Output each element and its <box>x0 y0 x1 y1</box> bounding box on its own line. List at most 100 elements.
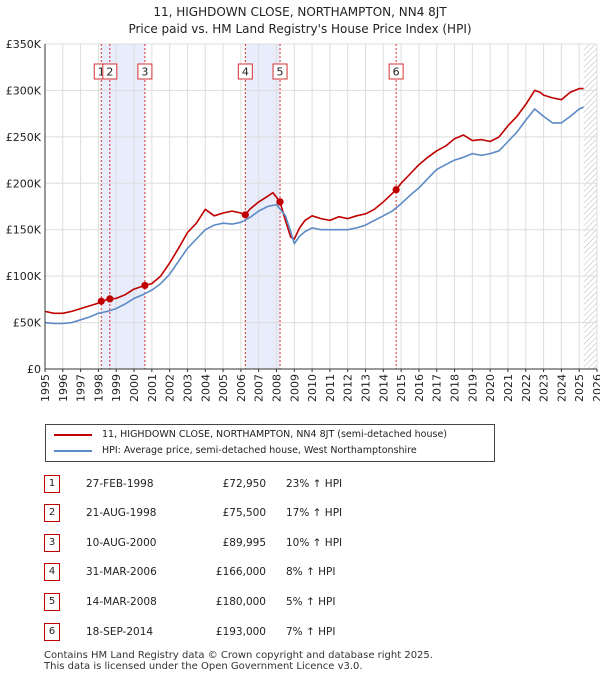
table-row: 1 27-FEB-1998 £72,950 23% ↑ HPI <box>0 475 600 493</box>
table-row: 5 14-MAR-2008 £180,000 5% ↑ HPI <box>0 593 600 611</box>
sale-label-box <box>137 63 153 80</box>
property-line <box>44 87 584 315</box>
x-tick-label: 2000 <box>128 374 141 402</box>
sale-point <box>106 295 114 303</box>
sale-date: 18-SEP-2014 <box>86 626 154 638</box>
legend-label-property: 11, HIGHDOWN CLOSE, NORTHAMPTON, NN4 8JT… <box>102 429 448 440</box>
x-tick-label: 1998 <box>92 374 105 402</box>
x-tick-label: 2009 <box>288 374 301 402</box>
sale-label: 4 <box>242 66 249 79</box>
sale-marker-badge: 6 <box>44 623 60 641</box>
sale-price: £193,000 <box>215 626 266 638</box>
legend-line-hpi <box>54 450 92 452</box>
chart-title: 11, HIGHDOWN CLOSE, NORTHAMPTON, NN4 8JT… <box>0 4 600 38</box>
x-tick-label: 2014 <box>377 374 390 402</box>
footer-copyright: Contains HM Land Registry data © Crown c… <box>44 650 433 661</box>
shaded-period <box>101 44 145 369</box>
x-tick-label: 2012 <box>342 374 355 402</box>
sale-price: £166,000 <box>215 566 266 578</box>
sale-date: 10-AUG-2000 <box>86 537 157 549</box>
y-tick-label: £250K <box>6 131 42 144</box>
footer: Contains HM Land Registry data © Crown c… <box>44 650 433 672</box>
x-tick-label: 2016 <box>413 374 426 402</box>
x-tick-label: 1999 <box>110 374 123 402</box>
x-tick-label: 2020 <box>484 374 497 402</box>
sale-label-box <box>388 63 404 80</box>
sale-date: 14-MAR-2008 <box>86 596 157 608</box>
x-tick-label: 2024 <box>555 374 568 402</box>
sale-label: 2 <box>106 66 113 79</box>
x-tick-label: 2025 <box>573 374 586 402</box>
sale-price: £72,950 <box>222 478 266 490</box>
y-tick-label: £150K <box>6 224 42 237</box>
sale-label: 1 <box>98 66 105 79</box>
forecast-hatch <box>583 44 597 369</box>
sale-hpi-diff: 17% ↑ HPI <box>286 507 343 519</box>
sale-point <box>392 186 400 194</box>
x-tick-label: 2011 <box>324 374 337 402</box>
sale-point <box>241 211 249 219</box>
legend-label-hpi: HPI: Average price, semi-detached house,… <box>102 445 417 456</box>
x-tick-label: 2019 <box>466 374 479 402</box>
sale-price: £180,000 <box>215 596 266 608</box>
x-tick-label: 2015 <box>395 374 408 402</box>
x-tick-label: 2003 <box>181 374 194 402</box>
x-tick-label: 1995 <box>39 374 52 402</box>
table-row: 2 21-AUG-1998 £75,500 17% ↑ HPI <box>0 504 600 522</box>
sale-marker-badge: 2 <box>44 504 60 522</box>
legend: 11, HIGHDOWN CLOSE, NORTHAMPTON, NN4 8JT… <box>45 424 495 462</box>
sale-point <box>97 297 105 305</box>
sale-date: 21-AUG-1998 <box>86 507 157 519</box>
x-tick-label: 2010 <box>306 374 319 402</box>
sale-hpi-diff: 8% ↑ HPI <box>286 566 336 578</box>
x-tick-label: 2007 <box>253 374 266 402</box>
sale-date: 31-MAR-2006 <box>86 566 157 578</box>
x-tick-label: 2017 <box>431 374 444 402</box>
x-tick-label: 1997 <box>75 374 88 402</box>
sale-point <box>276 198 284 206</box>
y-tick-label: £200K <box>6 177 42 190</box>
sale-label: 6 <box>393 66 400 79</box>
x-tick-label: 2022 <box>520 374 533 402</box>
y-tick-label: £50K <box>13 317 42 330</box>
sale-hpi-diff: 7% ↑ HPI <box>286 626 336 638</box>
sale-marker-badge: 5 <box>44 593 60 611</box>
hpi-line <box>44 106 584 325</box>
x-tick-label: 2001 <box>146 374 159 402</box>
x-tick-label: 2018 <box>449 374 462 402</box>
sale-label-box <box>102 63 118 80</box>
legend-line-property <box>54 434 92 436</box>
sale-hpi-diff: 5% ↑ HPI <box>286 596 336 608</box>
sale-label-box <box>272 63 288 80</box>
table-row: 3 10-AUG-2000 £89,995 10% ↑ HPI <box>0 534 600 552</box>
title-line-2: Price paid vs. HM Land Registry's House … <box>128 22 472 36</box>
table-row: 4 31-MAR-2006 £166,000 8% ↑ HPI <box>0 563 600 581</box>
shaded-period <box>245 44 281 369</box>
x-tick-label: 2023 <box>538 374 551 402</box>
sale-point <box>141 281 149 290</box>
x-tick-label: 2002 <box>164 374 177 402</box>
sale-label: 5 <box>277 66 284 79</box>
sale-hpi-diff: 10% ↑ HPI <box>286 537 343 549</box>
sale-marker-badge: 1 <box>44 475 60 493</box>
sale-hpi-diff: 23% ↑ HPI <box>286 478 343 490</box>
x-tick-label: 2026 <box>591 374 600 402</box>
x-tick-label: 2021 <box>502 374 515 402</box>
x-tick-label: 2006 <box>235 374 248 402</box>
x-tick-label: 2004 <box>199 374 212 402</box>
y-tick-label: £100K <box>6 270 42 283</box>
sale-marker-badge: 4 <box>44 563 60 581</box>
x-tick-label: 1996 <box>57 374 70 402</box>
sale-price: £75,500 <box>222 507 266 519</box>
sale-marker-badge: 3 <box>44 534 60 552</box>
y-tick-label: £0 <box>27 363 41 376</box>
y-tick-label: £300K <box>6 84 42 97</box>
x-tick-label: 2008 <box>270 374 283 402</box>
sale-date: 27-FEB-1998 <box>86 478 154 490</box>
sale-label: 3 <box>141 66 148 79</box>
title-line-1: 11, HIGHDOWN CLOSE, NORTHAMPTON, NN4 8JT <box>153 5 447 19</box>
x-tick-label: 2013 <box>360 374 373 402</box>
table-row: 6 18-SEP-2014 £193,000 7% ↑ HPI <box>0 623 600 641</box>
footer-licence: This data is licensed under the Open Gov… <box>44 661 363 672</box>
